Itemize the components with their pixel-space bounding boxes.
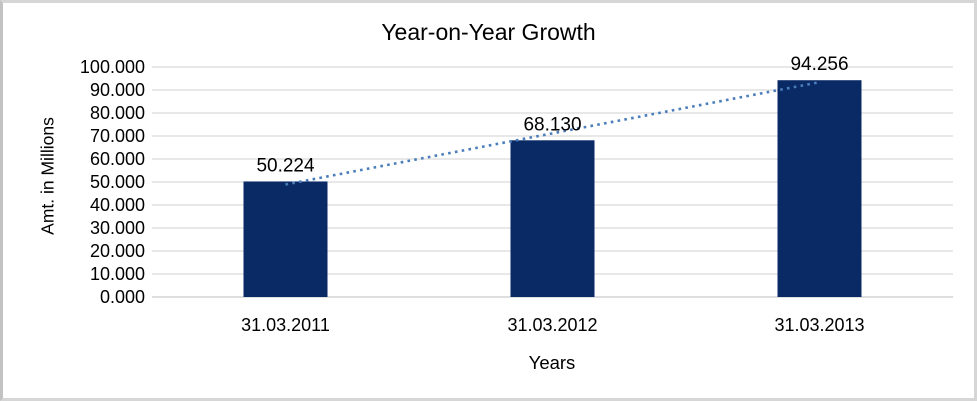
data-label: 94.256: [790, 54, 848, 75]
x-tick-label: 31.03.2012: [507, 315, 597, 335]
y-tick-label: 0.000: [100, 287, 145, 307]
trendline: [285, 80, 820, 186]
y-tick-label: 70.000: [90, 126, 145, 146]
y-tick-label: 20.000: [90, 241, 145, 261]
bar: [243, 181, 328, 297]
bar: [510, 140, 595, 297]
y-tick-label: 100.000: [80, 57, 145, 77]
bar: [777, 80, 862, 297]
y-tick-label: 50.000: [90, 172, 145, 192]
y-tick-label: 40.000: [90, 195, 145, 215]
data-label: 68.130: [523, 114, 581, 135]
y-tick-label: 90.000: [90, 80, 145, 100]
x-axis-title: Years: [528, 352, 576, 373]
y-tick-label: 60.000: [90, 149, 145, 169]
y-tick-label: 30.000: [90, 218, 145, 238]
data-label: 50.224: [256, 155, 315, 176]
x-tick-label: 31.03.2011: [241, 315, 330, 335]
y-tick-label: 10.000: [90, 264, 145, 284]
x-tick-label: 31.03.2013: [774, 315, 864, 335]
chart-title: Year-on-Year Growth: [381, 19, 596, 45]
y-tick-label: 80.000: [90, 103, 145, 123]
